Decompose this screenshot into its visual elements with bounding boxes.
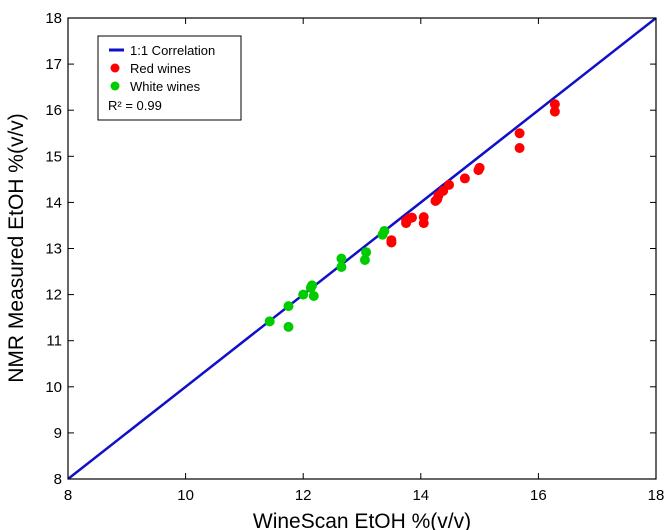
- x-tick-label: 12: [295, 487, 312, 504]
- y-tick-label: 10: [45, 379, 62, 396]
- red-wine-point: [418, 212, 429, 223]
- y-tick-label: 15: [45, 148, 62, 165]
- white-wine-point: [307, 280, 318, 291]
- red-wine-point: [549, 99, 560, 110]
- x-tick-label: 18: [648, 487, 665, 504]
- y-tick-label: 11: [46, 333, 62, 350]
- y-axis-title: NMR Measured EtOH %(v/v): [5, 113, 28, 383]
- red-wine-point: [549, 106, 560, 117]
- legend-r-squared: R² = 0.99: [108, 98, 162, 113]
- white-wine-point: [359, 255, 370, 266]
- legend-label-white: White wines: [130, 79, 201, 94]
- legend: 1:1 Correlation Red wines White wines R²…: [97, 35, 242, 121]
- white-wine-point: [336, 261, 347, 272]
- legend-label-red: Red wines: [130, 61, 191, 76]
- x-tick-label: 16: [530, 487, 547, 504]
- red-wine-point: [514, 128, 525, 139]
- y-tick-label: 14: [45, 194, 62, 211]
- white-wine-point: [283, 301, 294, 312]
- white-wine-point: [298, 289, 309, 300]
- red-wine-point: [386, 235, 397, 246]
- correlation-line: [68, 18, 656, 479]
- white-wine-point: [308, 290, 319, 301]
- y-tick-label: 13: [45, 241, 62, 258]
- x-axis-title: WineScan EtOH %(v/v): [253, 510, 471, 530]
- x-tick-label: 8: [64, 487, 72, 504]
- red-wine-point: [406, 212, 417, 223]
- white-wine-point: [336, 253, 347, 264]
- legend-red-marker: [110, 63, 120, 73]
- x-tick-label: 14: [412, 487, 429, 504]
- white-wine-point: [283, 321, 294, 332]
- y-tick-label: 8: [54, 471, 62, 488]
- white-wine-point: [361, 247, 372, 258]
- y-tick-label: 12: [45, 287, 62, 304]
- y-tick-label: 18: [45, 10, 62, 27]
- legend-white-marker: [110, 81, 120, 91]
- white-wine-point: [264, 316, 275, 327]
- red-wine-point: [444, 179, 455, 190]
- white-wine-point: [379, 225, 390, 236]
- legend-label-correlation: 1:1 Correlation: [130, 43, 215, 58]
- x-tick-label: 10: [177, 487, 194, 504]
- red-wine-point: [514, 143, 525, 154]
- y-tick-label: 9: [54, 425, 62, 442]
- y-tick-label: 17: [45, 56, 62, 73]
- red-wine-point: [474, 162, 485, 173]
- y-tick-label: 16: [45, 102, 62, 119]
- red-wine-point: [459, 173, 470, 184]
